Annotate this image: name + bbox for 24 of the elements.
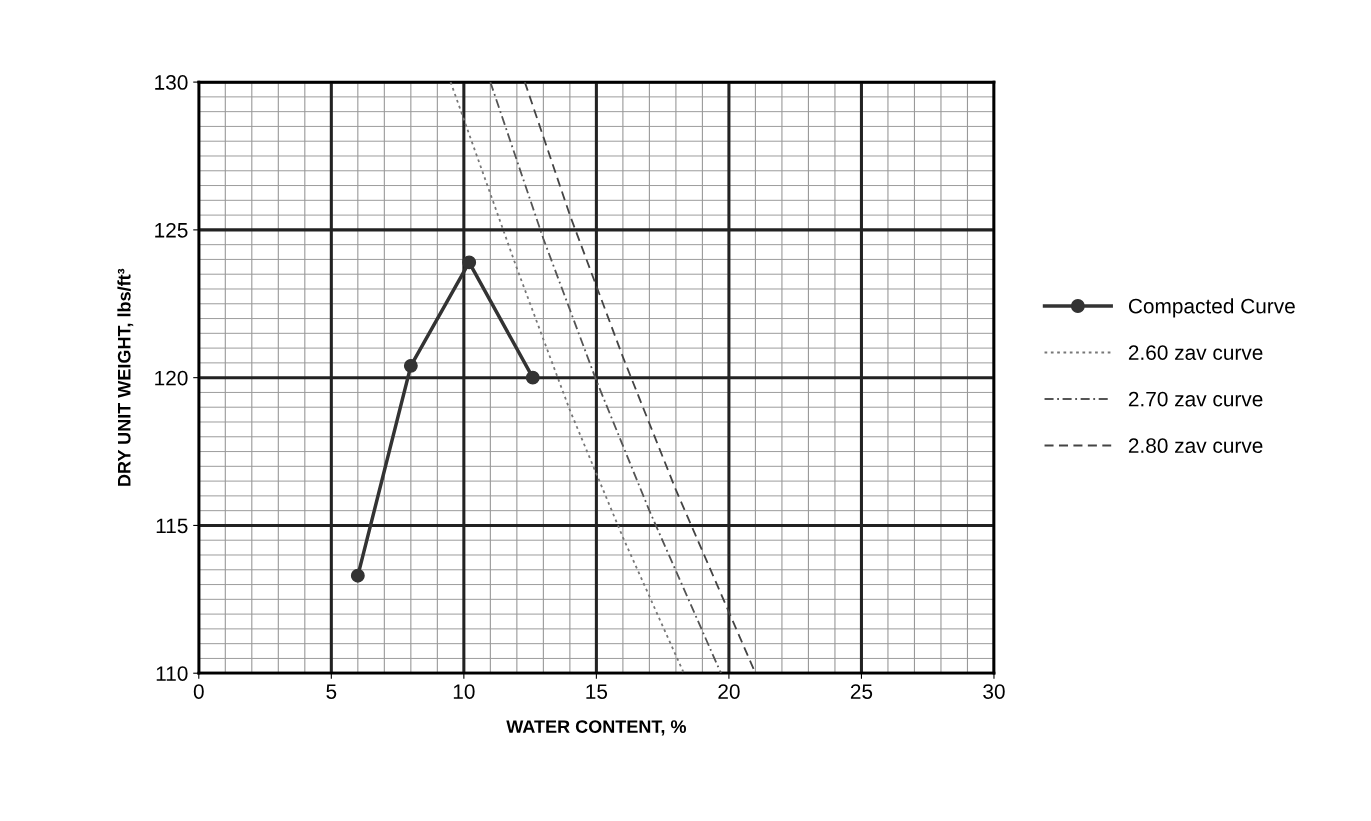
x-tick-label: 20 bbox=[718, 684, 740, 699]
line-series bbox=[489, 82, 722, 674]
x-tick-label: 5 bbox=[326, 684, 337, 699]
point bbox=[350, 568, 365, 583]
line-series bbox=[449, 82, 685, 674]
point bbox=[403, 358, 418, 373]
legend-label: 2.60 zav curve bbox=[1128, 345, 1263, 360]
x-tick-label: 0 bbox=[193, 684, 204, 699]
x-tick-label: 10 bbox=[453, 684, 475, 699]
point bbox=[525, 370, 540, 385]
y-tick-label: 125 bbox=[155, 222, 188, 238]
legend-label: 2.80 zav curve bbox=[1128, 438, 1263, 454]
legend-label: Compacted Curve bbox=[1128, 298, 1295, 318]
x-tick-label: 30 bbox=[983, 684, 1005, 699]
point bbox=[462, 255, 477, 270]
y-tick-label: 115 bbox=[156, 518, 188, 534]
y-tick-label: 120 bbox=[155, 370, 188, 386]
x-axis-title: WATER CONTENT, % bbox=[506, 720, 687, 736]
y-axis-title: DRY UNIT WEIGHT, lbs/ft³ bbox=[117, 268, 134, 486]
y-tick-label: 110 bbox=[156, 666, 188, 681]
x-tick-label: 15 bbox=[586, 684, 608, 699]
y-tick-label: 130 bbox=[155, 75, 188, 90]
x-tick-label: 25 bbox=[850, 684, 873, 699]
legend-label: 2.70 zav curve bbox=[1128, 391, 1263, 407]
